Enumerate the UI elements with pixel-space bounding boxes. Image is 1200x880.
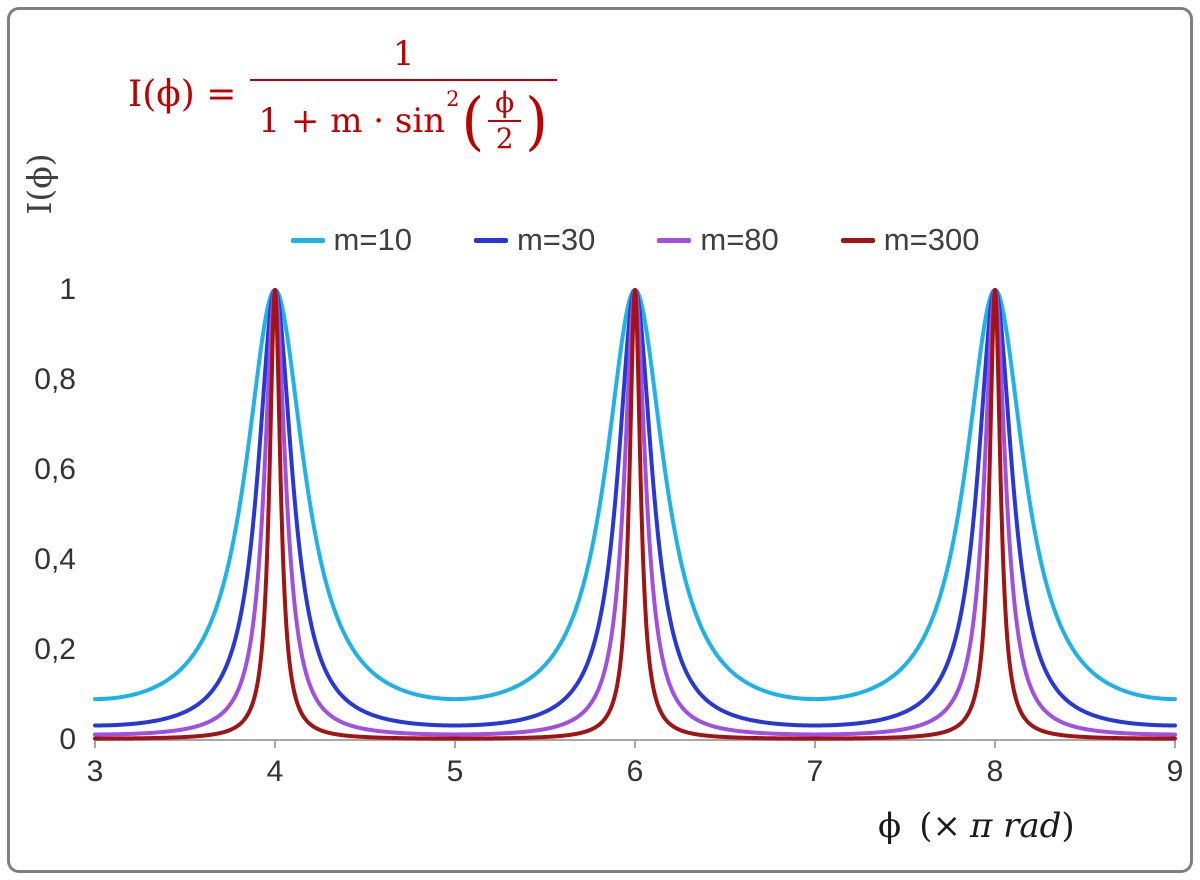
y-tick-label: 0,4	[34, 543, 76, 576]
x-tick-label: 5	[446, 755, 464, 788]
legend-swatch-m30	[473, 237, 508, 243]
formula-denominator: 1 + m · sin 2 ( ϕ 2 )	[250, 79, 557, 158]
formula-lhs: I(ϕ) =	[128, 74, 237, 116]
y-tick-label: 0,2	[34, 633, 76, 666]
legend: m=10 m=30 m=80 m=300	[95, 222, 1175, 258]
y-tick-label: 0,8	[34, 363, 76, 396]
formula-inner-fraction: ϕ 2	[488, 86, 522, 156]
legend-item-m80: m=80	[657, 222, 779, 258]
close-paren: )	[525, 84, 548, 158]
legend-label-m30: m=30	[516, 222, 596, 257]
formula-inner-denominator: 2	[495, 122, 514, 156]
y-tick-label: 0	[59, 723, 76, 756]
x-axis-title: ϕ (× π rad )	[878, 806, 1075, 846]
formula-exponent: 2	[446, 87, 460, 111]
legend-item-m30: m=30	[473, 222, 596, 258]
x-axis-unit-close: )	[1061, 806, 1075, 846]
legend-label-m10: m=10	[333, 222, 412, 257]
y-tick-label: 1	[59, 273, 76, 306]
x-tick-label: 6	[626, 755, 644, 788]
legend-label-m300: m=300	[883, 222, 980, 257]
x-tick-label: 9	[1166, 755, 1184, 788]
legend-swatch-m10	[290, 237, 325, 243]
x-axis-symbol: ϕ	[878, 806, 902, 846]
formula-numerator: 1	[392, 34, 415, 74]
legend-swatch-m80	[657, 237, 692, 243]
x-axis-unit-open: (×	[919, 806, 961, 846]
formula-inner-numerator: ϕ	[488, 86, 522, 123]
x-tick-label: 3	[86, 755, 104, 788]
x-tick-label: 8	[986, 755, 1004, 788]
formula-fraction: 1 1 + m · sin 2 ( ϕ 2 )	[250, 34, 557, 158]
legend-label-m80: m=80	[700, 222, 779, 257]
y-tick-label: 0,6	[34, 453, 76, 486]
y-axis-title: I(ϕ)	[20, 153, 59, 215]
formula-denominator-text: 1 + m · sin	[258, 101, 446, 142]
x-axis-unit: π rad	[969, 806, 1062, 846]
open-paren: (	[461, 84, 485, 158]
legend-item-m10: m=10	[290, 222, 412, 258]
x-tick-label: 4	[266, 755, 284, 788]
legend-item-m300: m=300	[840, 222, 980, 258]
formula: I(ϕ) = 1 1 + m · sin 2 ( ϕ 2 )	[128, 34, 557, 155]
legend-swatch-m300	[840, 237, 875, 243]
x-tick-label: 7	[806, 755, 824, 788]
